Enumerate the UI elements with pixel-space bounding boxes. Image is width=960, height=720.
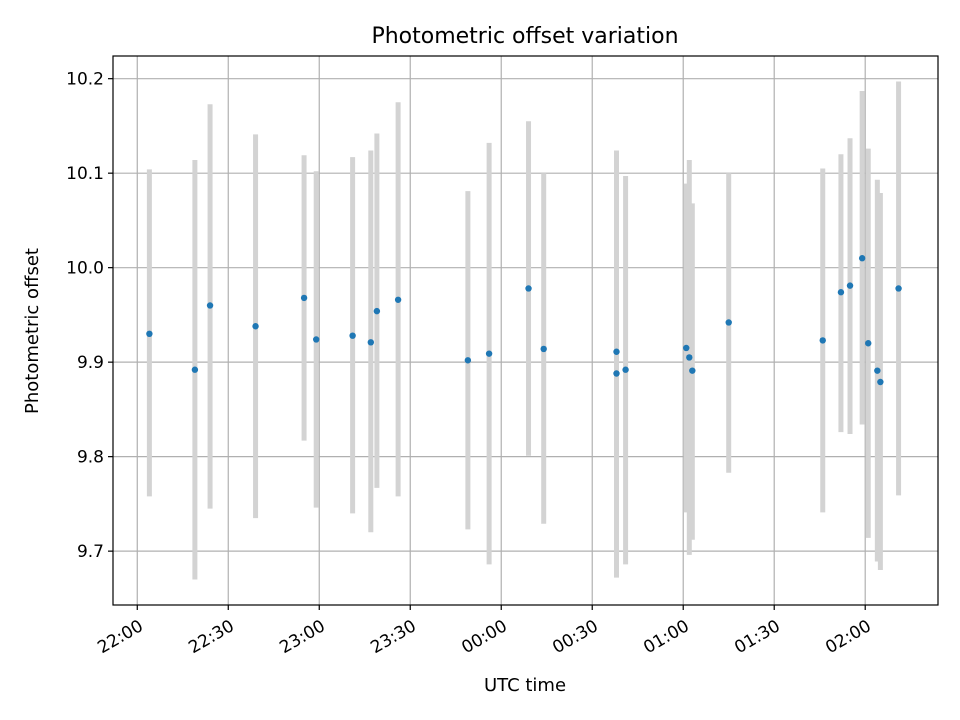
data-point <box>525 285 532 292</box>
data-point <box>464 357 472 364</box>
data-point <box>895 285 902 292</box>
data-point <box>874 367 881 374</box>
data-points <box>146 255 902 386</box>
data-point <box>252 323 259 330</box>
x-axis-label: UTC time <box>484 675 566 696</box>
y-axis-label: Photometric offset <box>22 248 43 414</box>
data-point <box>540 345 547 353</box>
data-point <box>837 289 845 296</box>
data-point <box>725 319 732 326</box>
chart-title: Photometric offset variation <box>371 24 678 49</box>
data-point <box>686 354 693 361</box>
data-point <box>349 332 356 339</box>
data-point <box>622 366 629 373</box>
y-tick-label: 10.1 <box>66 164 104 184</box>
data-point <box>846 282 854 289</box>
data-point <box>373 307 381 315</box>
y-tick-label: 9.8 <box>77 448 104 468</box>
data-point <box>819 337 826 344</box>
data-point <box>394 296 402 303</box>
data-point <box>613 370 620 377</box>
data-point <box>367 339 375 346</box>
data-point <box>683 344 690 352</box>
plot-frame <box>112 55 939 606</box>
data-point <box>865 340 872 347</box>
y-tick-label: 9.7 <box>77 542 104 562</box>
data-point <box>146 330 153 338</box>
data-point <box>858 255 866 262</box>
data-point <box>191 366 199 373</box>
y-tick-label: 10.0 <box>66 259 104 279</box>
data-point <box>613 348 620 355</box>
data-point <box>300 294 308 302</box>
data-point <box>313 336 320 343</box>
y-tick-label: 9.9 <box>77 353 104 373</box>
data-point <box>206 302 214 309</box>
grid <box>113 56 938 605</box>
y-tick-label: 10.2 <box>66 70 104 90</box>
data-point <box>877 378 884 386</box>
data-point <box>689 367 696 374</box>
data-point <box>485 350 493 357</box>
